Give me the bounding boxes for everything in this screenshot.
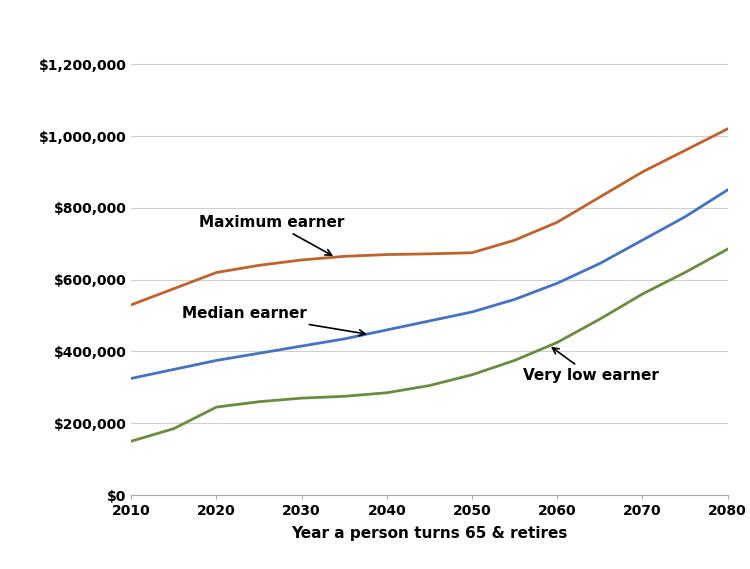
Text: Maximum earner: Maximum earner [200, 215, 345, 255]
X-axis label: Year a person turns 65 & retires: Year a person turns 65 & retires [291, 526, 568, 541]
Text: Median earner: Median earner [182, 306, 365, 336]
Text: Very low earner: Very low earner [523, 348, 659, 384]
